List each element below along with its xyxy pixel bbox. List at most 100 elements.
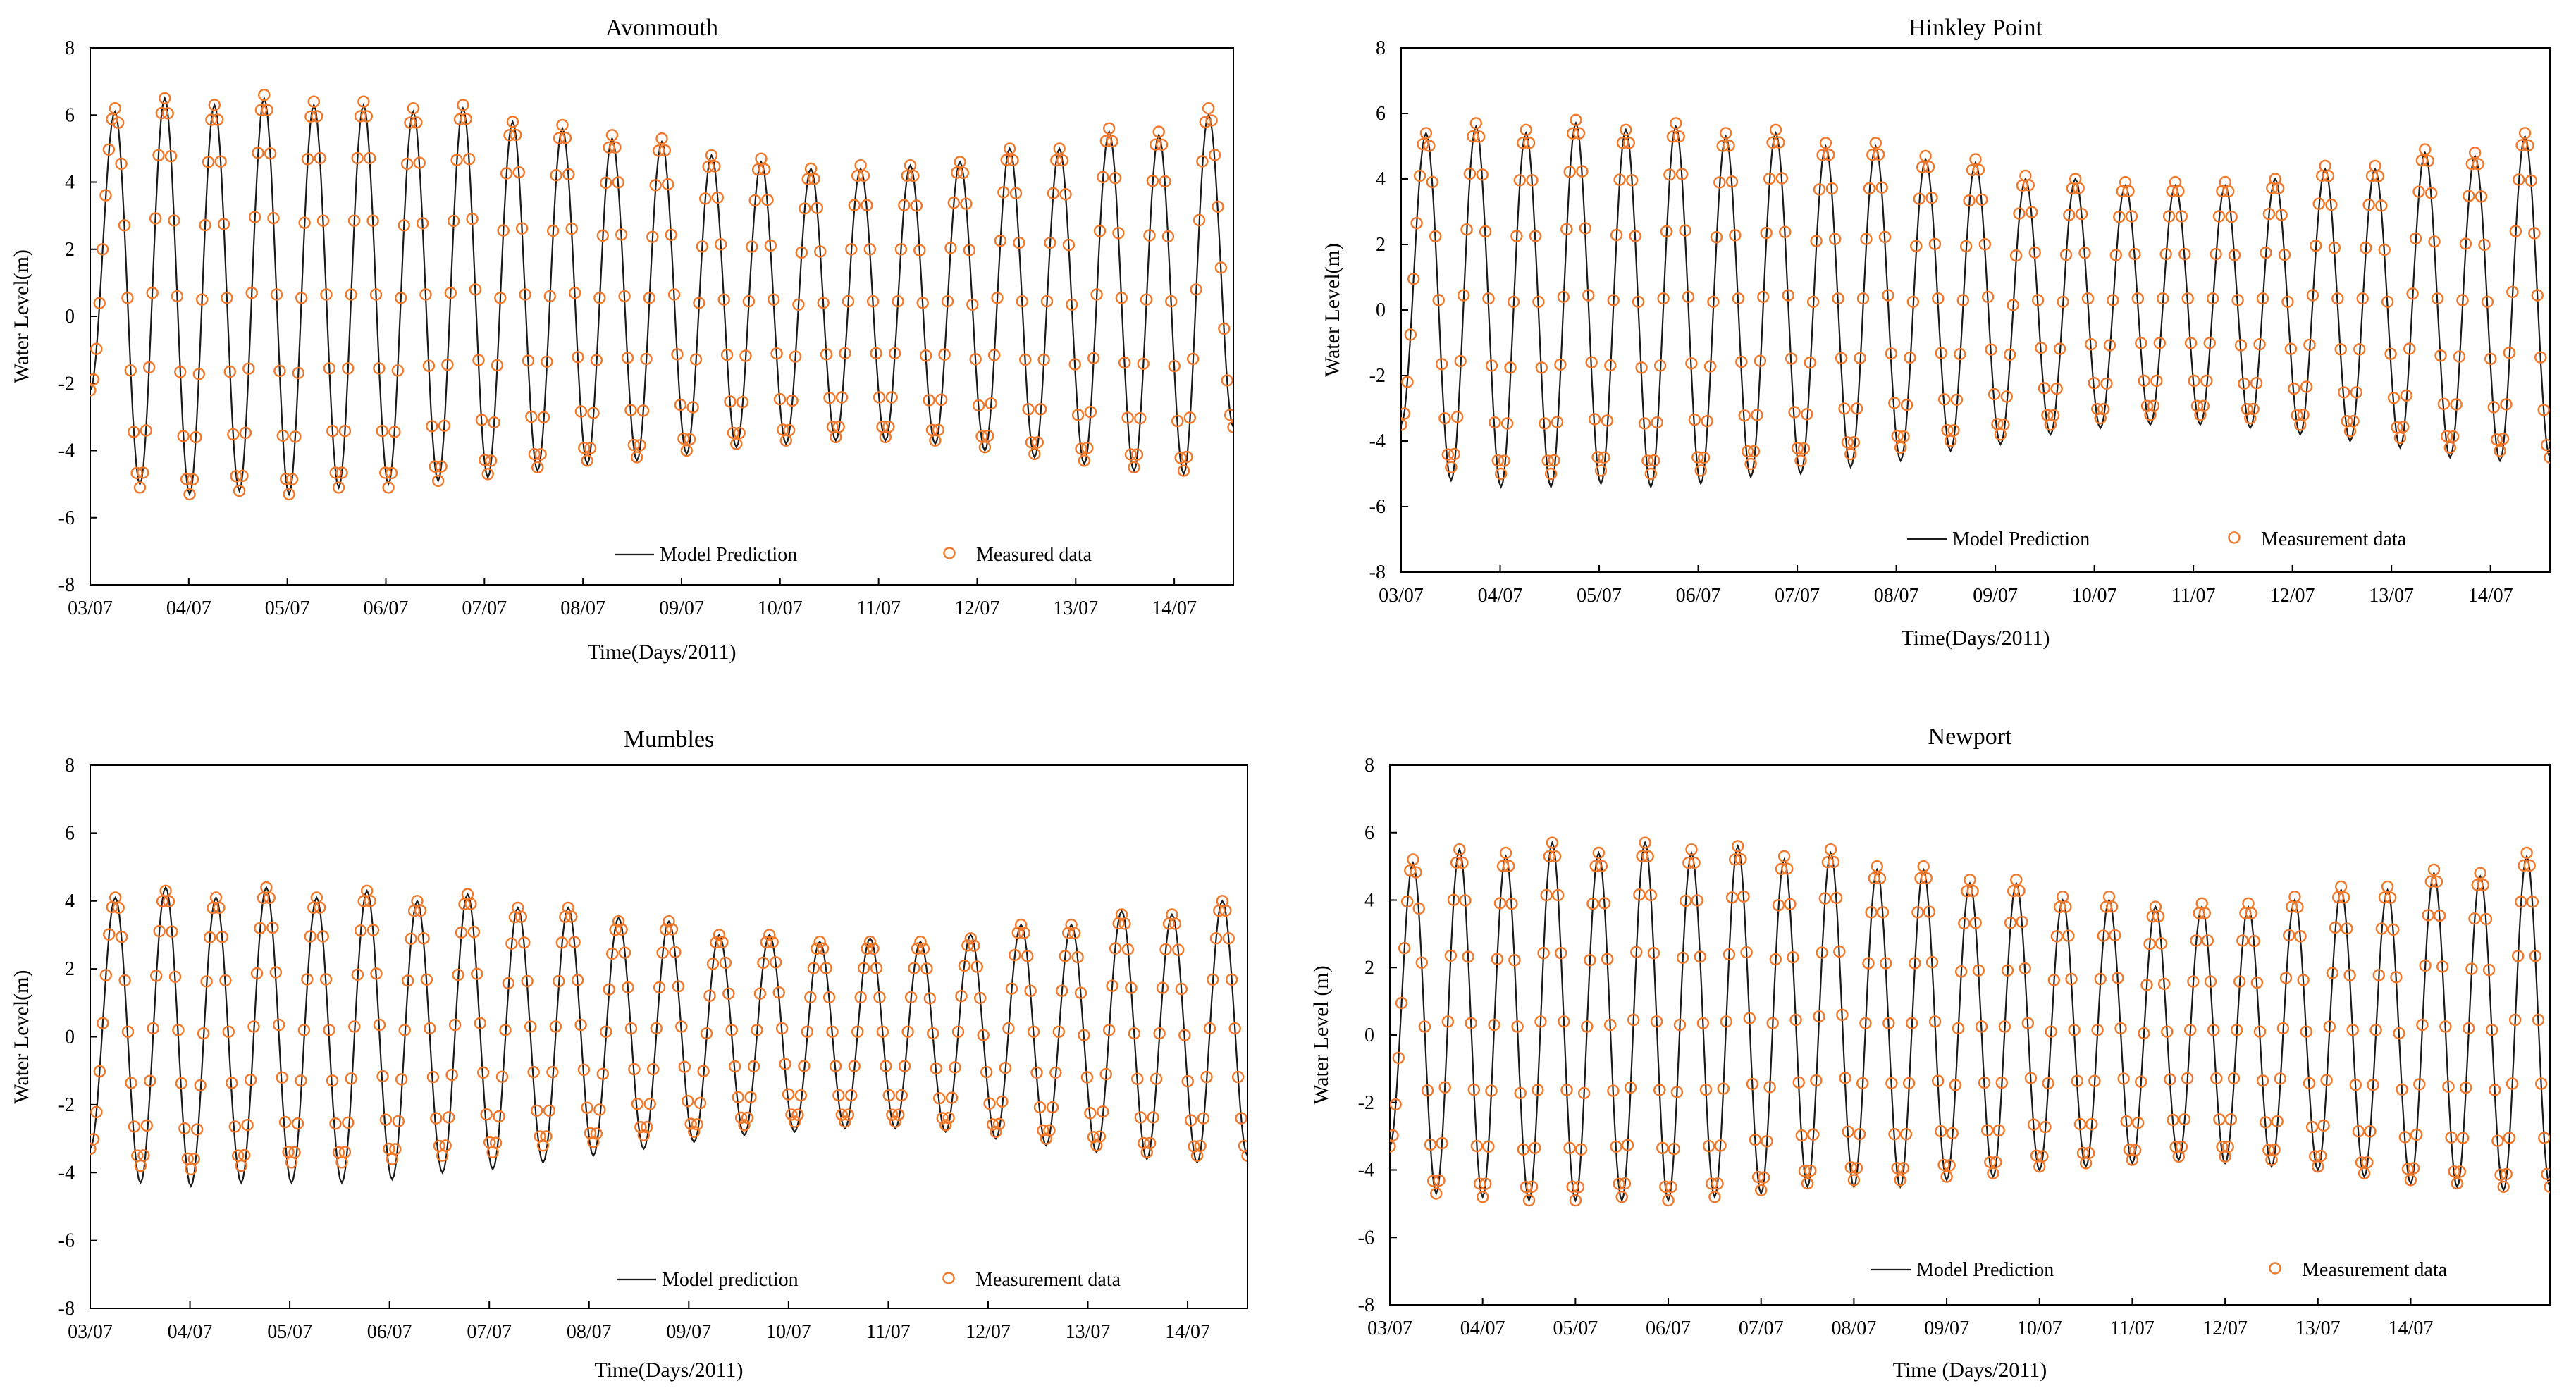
measured-point [2262, 208, 2276, 221]
measured-point [764, 239, 777, 252]
measured-point [1668, 1143, 1680, 1156]
measured-point [1473, 1177, 1486, 1190]
measured-point [2323, 1020, 2336, 1033]
measured-point [2028, 246, 2041, 259]
measured-point [794, 1089, 808, 1102]
measured-point [972, 399, 985, 412]
measured-point [186, 473, 199, 486]
measured-point [512, 166, 525, 179]
measured-point [301, 153, 314, 166]
measured-point [226, 1077, 238, 1089]
chart-title: Hinkley Point [1909, 15, 2042, 41]
measured-point [111, 116, 125, 129]
measured-point [1489, 416, 1501, 429]
measured-point [2511, 950, 2525, 962]
measured-point [792, 298, 805, 311]
measured-point [2518, 859, 2530, 872]
measured-point [364, 895, 376, 907]
measured-point [1972, 964, 1985, 977]
measured-point [499, 1024, 512, 1036]
measured-point [923, 992, 937, 1005]
measured-point [798, 1060, 811, 1072]
measured-point [452, 968, 464, 981]
measured-point [816, 942, 830, 955]
measured-point [1150, 138, 1162, 151]
measured-point [949, 1061, 961, 1074]
measured-point [407, 101, 420, 115]
measured-point [1099, 135, 1113, 147]
model-series-line [90, 96, 1233, 497]
measured-point [162, 895, 175, 907]
measured-point [1882, 1017, 1895, 1029]
measured-point [1090, 288, 1103, 301]
measured-point [1910, 240, 1923, 252]
measured-point [584, 442, 597, 454]
measured-point [1537, 947, 1550, 960]
measured-point [1566, 1180, 1579, 1193]
measured-point [2105, 900, 2119, 913]
measured-point [1946, 1127, 1959, 1140]
measured-point [1604, 1018, 1617, 1032]
measured-point [187, 1153, 200, 1165]
measured-point [643, 292, 656, 304]
measured-point [975, 430, 988, 442]
measured-point [894, 243, 908, 256]
measured-point [1522, 1194, 1536, 1207]
measured-point [2161, 1025, 2174, 1038]
measured-point [621, 352, 634, 364]
measured-point [443, 1111, 455, 1124]
measured-point [2544, 451, 2550, 464]
measured-point [1763, 1081, 1776, 1094]
measured-point [1212, 200, 1224, 213]
measured-point [323, 1024, 335, 1036]
measured-point [2000, 390, 2013, 403]
measured-point [2529, 950, 2542, 962]
measured-point [571, 974, 584, 986]
measured-point [1199, 116, 1212, 129]
measured-point [1659, 1180, 1672, 1193]
measured-point [1134, 1111, 1147, 1124]
measured-point [1463, 167, 1477, 180]
measured-point [174, 366, 187, 378]
measured-point [600, 176, 612, 190]
measured-point [857, 169, 870, 182]
measured-point [2468, 147, 2482, 159]
measured-point [556, 118, 569, 132]
measured-point [2463, 1022, 2475, 1035]
measured-point [1430, 1187, 1443, 1200]
measured-point [1462, 950, 1474, 963]
measured-point [1109, 942, 1122, 955]
measured-point [2518, 127, 2532, 140]
measured-point [2122, 185, 2135, 197]
measured-point [892, 295, 904, 308]
measured-point [684, 1117, 697, 1130]
measured-point [1526, 174, 1539, 187]
measured-point [2203, 337, 2216, 349]
measured-point [2538, 1132, 2550, 1144]
measured-point [870, 347, 882, 360]
measured-point [1835, 352, 1848, 364]
measured-point [960, 197, 973, 210]
measured-point [278, 1115, 292, 1129]
measured-point [708, 160, 721, 173]
measured-point [1541, 454, 1554, 467]
measured-point [168, 970, 182, 983]
measured-point [1539, 417, 1551, 430]
y-tick-label: 8 [1364, 755, 1374, 776]
measured-point [1037, 353, 1050, 366]
measured-point [2441, 430, 2453, 442]
y-tick-label: -8 [58, 1298, 75, 1320]
measured-point [832, 421, 845, 433]
measured-point [1647, 947, 1660, 960]
measured-point [1128, 461, 1140, 473]
measured-point [1997, 419, 2010, 431]
measured-point [1159, 943, 1172, 956]
measured-point [744, 1091, 757, 1103]
measured-point [1707, 295, 1720, 309]
measured-point [1544, 467, 1558, 481]
measured-point [2078, 247, 2091, 259]
y-tick-label: -2 [58, 1094, 75, 1116]
measured-point [2329, 921, 2342, 934]
measured-point [1507, 295, 1520, 309]
legend-measured-label: Measured data [976, 544, 1092, 566]
